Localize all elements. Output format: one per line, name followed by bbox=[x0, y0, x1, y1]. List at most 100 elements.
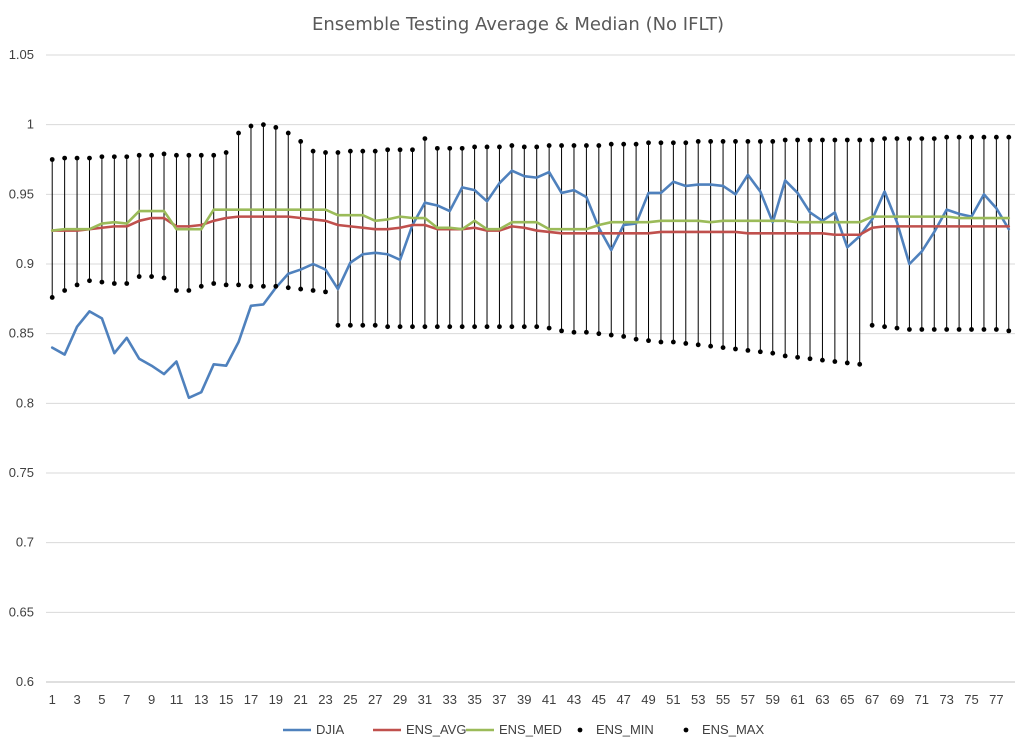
legend: DJIA ENS_AVG ENS_MED ENS_MIN ENS_MAX bbox=[283, 722, 764, 737]
marker-ens-max bbox=[459, 145, 465, 151]
marker-ens-max bbox=[149, 152, 154, 158]
marker-ens-min bbox=[807, 356, 813, 362]
marker-ens-min bbox=[335, 322, 341, 328]
marker-ens-min bbox=[646, 338, 651, 344]
marker-ens-max bbox=[198, 152, 204, 158]
marker-ens-max bbox=[223, 150, 229, 155]
y-tick-label: 0.7 bbox=[16, 535, 34, 550]
marker-ens-max bbox=[981, 134, 987, 140]
marker-ens-max bbox=[447, 145, 453, 151]
marker-ens-max bbox=[584, 143, 589, 148]
marker-ens-min bbox=[944, 327, 950, 332]
marker-ens-min bbox=[608, 332, 614, 338]
marker-ens-max bbox=[795, 137, 800, 143]
legend-label-ens-avg: ENS_AVG bbox=[406, 722, 466, 737]
marker-ens-min bbox=[969, 327, 974, 332]
x-tick-label: 61 bbox=[790, 692, 804, 707]
marker-ens-min bbox=[397, 324, 403, 330]
x-tick-label: 1 bbox=[49, 692, 56, 707]
marker-ens-max bbox=[174, 152, 179, 158]
chart-title: Ensemble Testing Average & Median (No IF… bbox=[312, 14, 724, 35]
marker-ens-min bbox=[708, 343, 714, 349]
x-tick-label: 45 bbox=[592, 692, 606, 707]
marker-ens-max bbox=[745, 138, 751, 144]
marker-ens-max bbox=[472, 144, 477, 150]
marker-ens-min bbox=[633, 336, 639, 342]
x-tick-label: 37 bbox=[492, 692, 506, 707]
x-tick-label: 51 bbox=[666, 692, 680, 707]
marker-ens-min bbox=[621, 334, 627, 339]
legend-swatch-ens-max bbox=[683, 727, 689, 733]
marker-ens-max bbox=[323, 150, 328, 155]
marker-ens-min bbox=[745, 347, 751, 353]
x-tick-label: 5 bbox=[98, 692, 105, 707]
marker-ens-min bbox=[981, 327, 987, 332]
marker-ens-max bbox=[807, 137, 813, 143]
marker-ens-max bbox=[1006, 134, 1012, 140]
marker-ens-min bbox=[124, 281, 130, 286]
marker-ens-max bbox=[397, 147, 403, 153]
marker-ens-max bbox=[670, 140, 676, 146]
marker-ens-max bbox=[757, 138, 763, 144]
marker-ens-max bbox=[944, 134, 950, 140]
x-tick-label: 25 bbox=[343, 692, 357, 707]
marker-ens-max bbox=[832, 137, 838, 143]
marker-ens-max bbox=[87, 155, 92, 161]
marker-ens-min bbox=[956, 327, 962, 332]
marker-ens-max bbox=[49, 157, 55, 162]
x-tick-label: 47 bbox=[616, 692, 630, 707]
x-tick-label: 39 bbox=[517, 692, 531, 707]
x-tick-label: 35 bbox=[467, 692, 481, 707]
y-tick-label: 0.85 bbox=[9, 326, 34, 341]
marker-ens-max bbox=[534, 144, 540, 150]
marker-ens-min bbox=[907, 327, 912, 332]
marker-ens-min bbox=[347, 322, 353, 328]
marker-ens-min bbox=[820, 357, 825, 363]
marker-ens-min bbox=[596, 331, 602, 337]
marker-ens-max bbox=[559, 143, 564, 148]
y-tick-label: 0.8 bbox=[16, 395, 34, 410]
marker-ens-min bbox=[74, 282, 80, 288]
marker-ens-max bbox=[186, 152, 192, 158]
marker-ens-max bbox=[497, 144, 502, 150]
marker-ens-max bbox=[919, 136, 925, 142]
x-tick-label: 63 bbox=[815, 692, 829, 707]
marker-ens-min bbox=[894, 325, 900, 331]
marker-ens-max bbox=[310, 148, 316, 154]
x-axis-ticks: 1 3 5 7 9 11 13 15 17 19 21 23 25 27 29 31 33 35 37 39 41 43 4… bbox=[49, 692, 1004, 707]
marker-ens-min bbox=[534, 324, 540, 330]
marker-ens-min bbox=[931, 327, 937, 332]
marker-ens-max bbox=[608, 141, 614, 147]
marker-ens-max bbox=[372, 148, 378, 154]
x-tick-label: 49 bbox=[641, 692, 655, 707]
marker-ens-max bbox=[422, 136, 428, 142]
marker-ens-min bbox=[497, 324, 502, 330]
x-tick-label: 13 bbox=[194, 692, 208, 707]
marker-ens-max bbox=[124, 154, 130, 160]
y-tick-label: 0.65 bbox=[9, 604, 34, 619]
marker-ens-min bbox=[795, 354, 800, 360]
marker-ens-max bbox=[273, 125, 279, 130]
x-tick-label: 77 bbox=[989, 692, 1003, 707]
marker-ens-min bbox=[136, 274, 142, 279]
x-tick-label: 21 bbox=[293, 692, 307, 707]
marker-ens-max bbox=[74, 155, 80, 161]
marker-ens-max bbox=[509, 143, 515, 148]
marker-ens-min bbox=[695, 342, 701, 348]
marker-ens-max bbox=[857, 137, 863, 143]
x-tick-label: 75 bbox=[964, 692, 978, 707]
marker-ens-max bbox=[869, 137, 875, 143]
y-tick-label: 0.75 bbox=[9, 465, 34, 480]
marker-ens-min bbox=[372, 322, 378, 328]
marker-ens-max bbox=[248, 123, 254, 129]
x-tick-label: 59 bbox=[766, 692, 780, 707]
x-tick-label: 43 bbox=[567, 692, 581, 707]
legend-label-ens-med: ENS_MED bbox=[499, 722, 562, 737]
series-line-djia bbox=[50, 169, 1011, 400]
marker-ens-min bbox=[733, 346, 738, 352]
marker-ens-min bbox=[198, 283, 204, 289]
marker-ens-max bbox=[633, 141, 639, 147]
x-tick-label: 57 bbox=[741, 692, 755, 707]
series-lines bbox=[50, 169, 1011, 400]
